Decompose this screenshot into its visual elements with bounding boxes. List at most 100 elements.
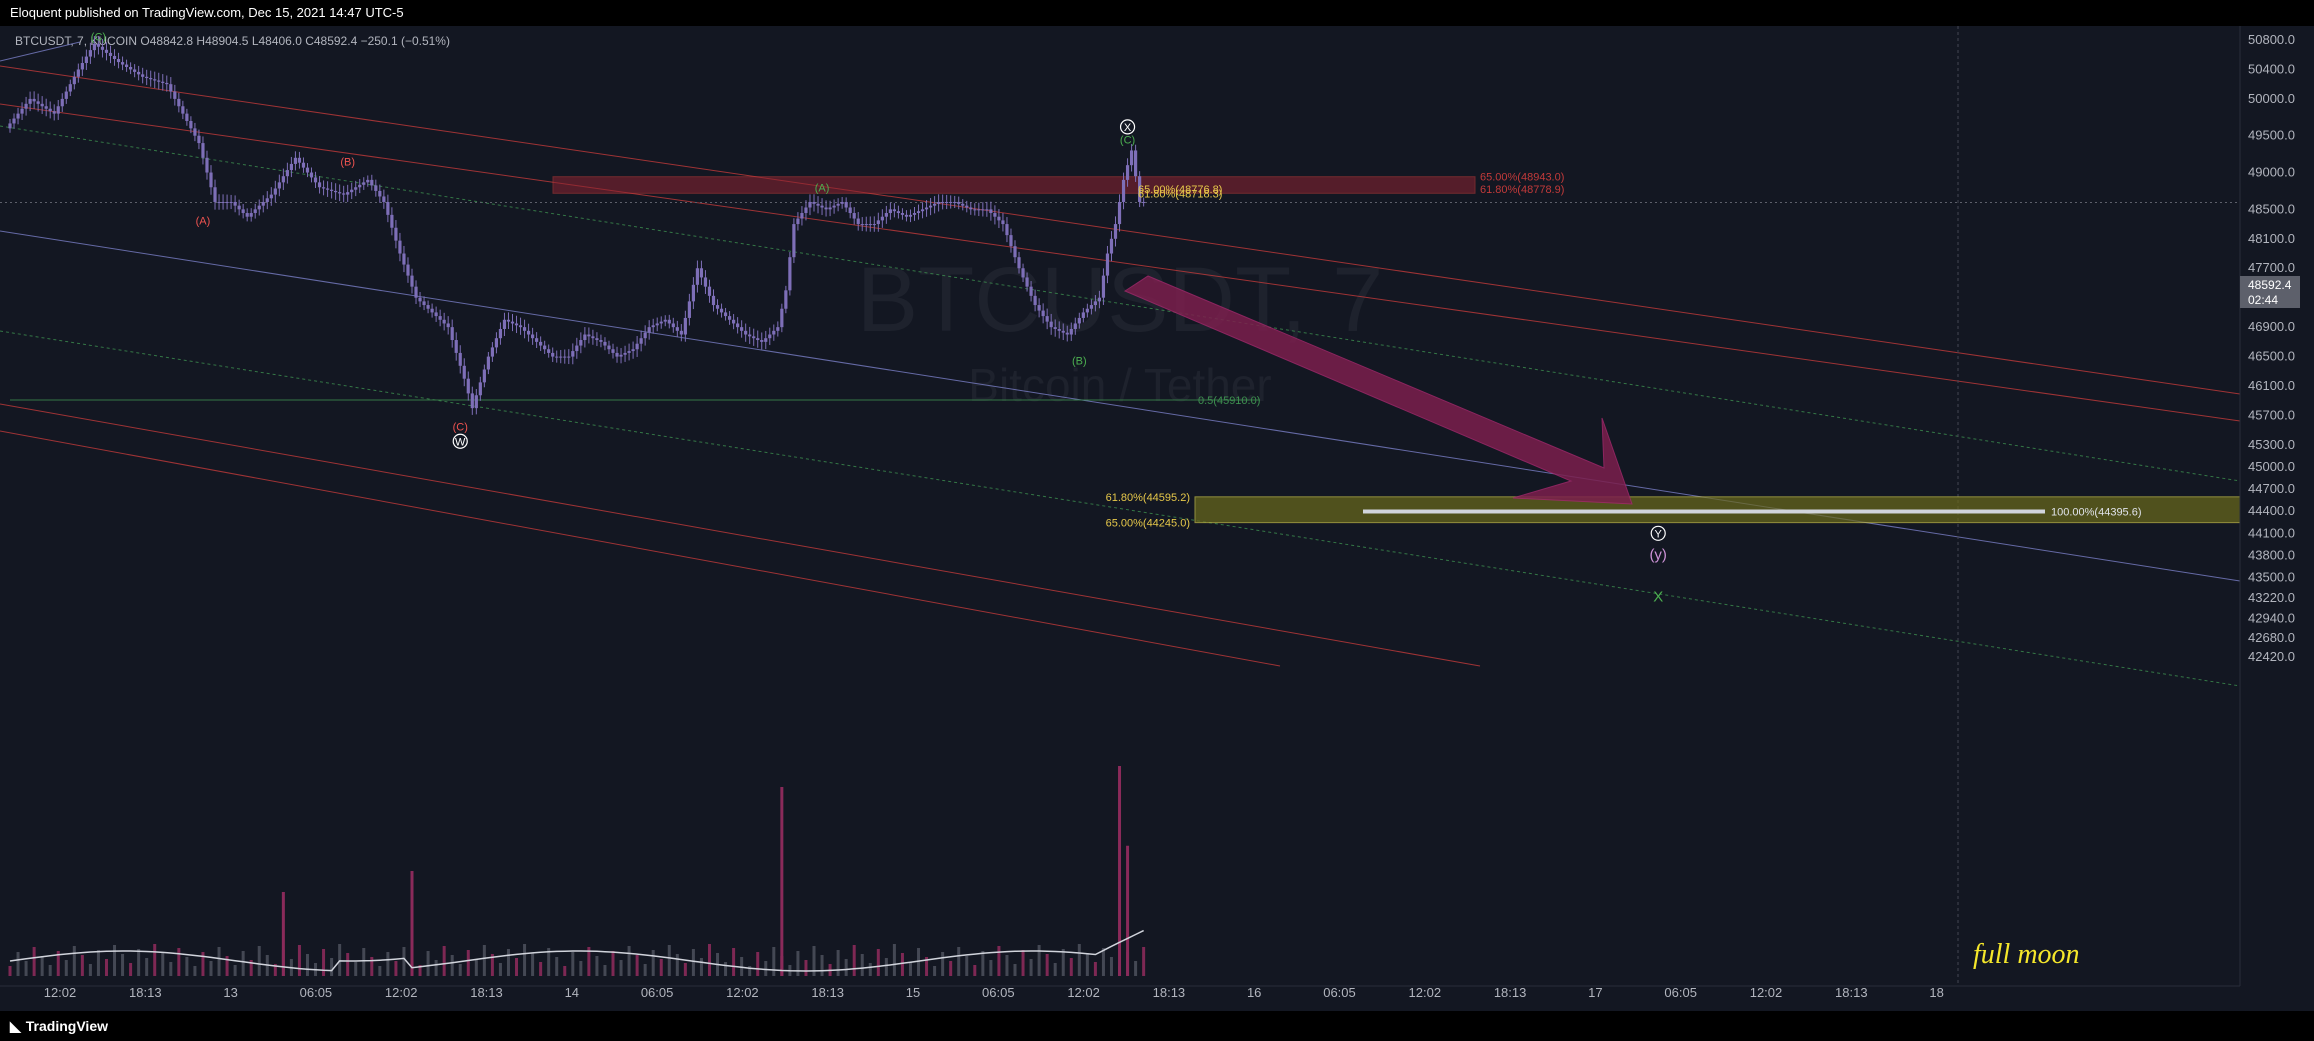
candle-body [567, 356, 571, 358]
candle-body [470, 393, 474, 409]
candle-body [281, 176, 285, 183]
full-moon-annotation: full moon [1973, 939, 2080, 970]
candle-body [981, 209, 985, 211]
price-tick-label: 46100.0 [2248, 378, 2295, 393]
candle-body [828, 207, 832, 210]
candle-body [804, 207, 808, 214]
candle-body [969, 207, 973, 210]
candle-body [667, 319, 671, 324]
candle-body [836, 203, 840, 206]
candle-body [72, 76, 76, 85]
candle-body [671, 323, 675, 328]
candle-body [800, 213, 804, 219]
candle-body [933, 203, 937, 206]
candle-body [253, 209, 257, 214]
candle-body [450, 327, 454, 341]
candle-body [571, 351, 575, 357]
candle-body [949, 201, 953, 203]
last-price-value: 48592.4 [2248, 278, 2292, 292]
wave-label: X [1653, 588, 1663, 605]
time-tick-label: 18:13 [129, 985, 162, 1000]
candle-body [707, 286, 712, 296]
candle-body [80, 63, 84, 70]
candle-body [719, 308, 724, 313]
candle-body [124, 64, 129, 67]
candle-body [639, 338, 643, 344]
candle-body [840, 201, 844, 204]
wave-label: (C) [91, 31, 106, 43]
price-tick-label: 50000.0 [2248, 91, 2295, 106]
price-axis[interactable]: 50800.0 50400.0 50000.0 49500.0 49000.0 48500… [2248, 32, 2295, 664]
candle-body [595, 338, 599, 341]
candle-body [173, 91, 177, 99]
candle-body [108, 52, 113, 56]
candle-body [514, 323, 519, 326]
candle-body [64, 91, 68, 99]
candle-body [928, 205, 933, 208]
candle-body [591, 336, 595, 339]
candle-body [844, 201, 848, 208]
time-tick-label: 15 [906, 985, 920, 1000]
time-tick-label: 18:13 [1153, 985, 1186, 1000]
candle-body [40, 103, 44, 107]
wave-label: (A) [196, 215, 211, 227]
candle-body [100, 46, 105, 50]
time-tick-label: 06:05 [1323, 985, 1356, 1000]
candle-body [1134, 150, 1138, 177]
candle-body [68, 84, 72, 92]
time-axis[interactable]: 12:02 18:13 13 06:05 12:02 18:13 14 06:05 12:02 1… [44, 985, 1944, 1000]
wave-label: (C) [453, 422, 468, 434]
price-tick-label: 48100.0 [2248, 231, 2295, 246]
candle-body [165, 82, 169, 85]
candle-body [1101, 275, 1106, 298]
candle-body [177, 98, 181, 107]
candle-body [510, 321, 515, 324]
fib-label: 61.80%(44595.2) [1106, 492, 1190, 504]
candle-body [209, 172, 213, 188]
candle-body [1129, 150, 1134, 166]
tradingview-logo[interactable]: ◣ TradingView [0, 1018, 108, 1034]
candle-body [603, 341, 607, 346]
candle-body [32, 98, 36, 102]
candle-body [133, 69, 137, 72]
time-tick-label: 18:13 [470, 985, 503, 1000]
candle-body [768, 334, 772, 339]
candle-body [28, 98, 32, 104]
candle-body [965, 205, 969, 208]
candle-body [796, 218, 800, 225]
candle-body [358, 184, 362, 188]
candle-body [1045, 316, 1049, 322]
candle-body [88, 50, 92, 57]
candle-body [418, 297, 422, 302]
wave-label: X [1124, 122, 1132, 134]
candle-body [76, 69, 80, 77]
time-tick-label: 12:02 [385, 985, 418, 1000]
candle-body [1138, 176, 1142, 202]
candle-body [502, 319, 507, 329]
candle-body [478, 382, 482, 396]
candle-body [695, 268, 700, 285]
candle-body [772, 330, 776, 335]
price-tick-label: 49000.0 [2248, 165, 2295, 180]
candle-body [153, 79, 157, 81]
candle-body [289, 163, 293, 171]
candle-body [679, 330, 683, 335]
candle-body [852, 213, 856, 219]
wave-label-circle [452, 433, 468, 449]
candle-body [169, 84, 173, 92]
candle-body [382, 196, 386, 202]
price-tick-label: 44700.0 [2248, 481, 2295, 496]
candle-body [808, 201, 812, 208]
candle-body [1121, 179, 1126, 202]
price-chart[interactable]: BTCUSDT, 7 Bitcoin / Tether BTCUSDT, 7, … [0, 26, 2314, 1011]
candle-body [816, 203, 820, 206]
candle-body [848, 207, 852, 214]
fib-label: 100.00%(44395.6) [2051, 507, 2142, 519]
candle-body [820, 205, 824, 208]
candle-body [490, 347, 494, 357]
candle-body [141, 74, 145, 77]
candle-body [325, 188, 330, 190]
candle-body [161, 81, 165, 83]
candle-body [531, 334, 535, 339]
price-tick-label: 44100.0 [2248, 525, 2295, 540]
